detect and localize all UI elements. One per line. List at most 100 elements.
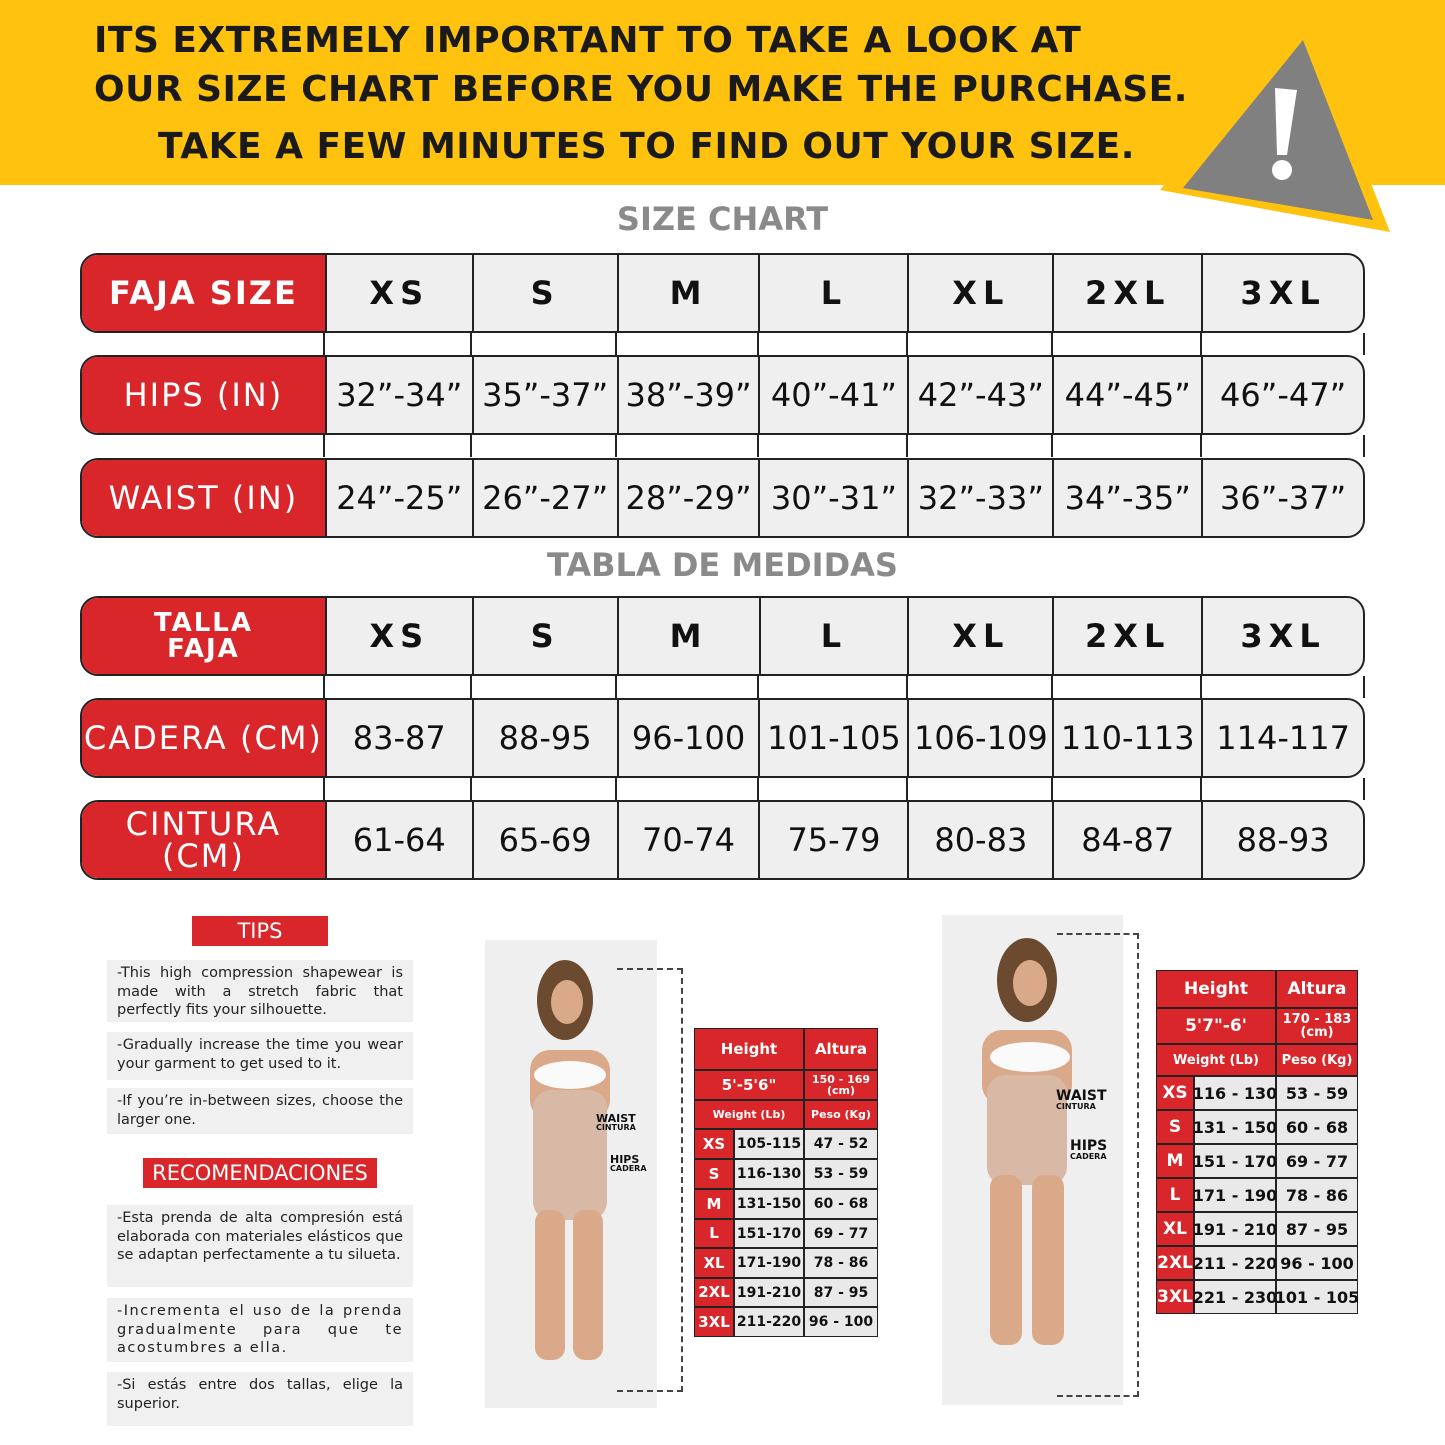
- weight-lb-cell: 191 - 210: [1193, 1212, 1277, 1246]
- size-cell: 88-95: [471, 700, 617, 776]
- header-cell: Weight (Lb): [1156, 1044, 1276, 1076]
- size-cell: 106-109: [907, 700, 1052, 776]
- size-cell: 80-83: [907, 802, 1052, 878]
- size-cell: XS: [324, 255, 472, 331]
- size-label: L: [1156, 1178, 1194, 1212]
- weight-lb-cell: 105-115: [734, 1129, 804, 1159]
- size-label: 2XL: [694, 1278, 734, 1307]
- size_chart-row: FAJA SIZE XS S M L XL 2XL 3XL: [80, 253, 1365, 333]
- weight-kg-cell: 60 - 68: [1276, 1110, 1358, 1144]
- tabla-title: TABLA DE MEDIDAS: [547, 546, 898, 584]
- size-cell: 83-87: [324, 700, 472, 776]
- weight-kg-cell: 53 - 59: [804, 1159, 878, 1189]
- header-cell: Peso (Kg): [804, 1100, 878, 1129]
- model-photo: [485, 940, 657, 1408]
- size-cell: 44”-45”: [1052, 357, 1201, 433]
- tip-item: -This high compression shapewear is made…: [107, 960, 413, 1022]
- size-label: XS: [1156, 1076, 1194, 1110]
- weight-lb-cell: 151-170: [734, 1219, 804, 1248]
- recomendaciones-heading: RECOMENDACIONES: [143, 1158, 377, 1188]
- size-cell: 110-113: [1052, 700, 1201, 776]
- tabla-row: CADERA (CM) 83-87 88-95 96-100 101-105 106-10…: [80, 698, 1365, 778]
- size-cell: 2XL: [1052, 598, 1201, 674]
- size-cell: L: [758, 598, 908, 674]
- measure-guide: [617, 968, 683, 1392]
- size-cell: 2XL: [1052, 255, 1201, 331]
- header-cell: Peso (Kg): [1276, 1044, 1358, 1076]
- weight-kg-cell: 96 - 100: [804, 1307, 878, 1337]
- size-label: 2XL: [1156, 1246, 1194, 1280]
- header-cell: Altura: [1276, 970, 1358, 1008]
- header-cell: 170 - 183 (cm): [1276, 1008, 1358, 1044]
- size-cell: XS: [324, 598, 472, 674]
- row-connector: [323, 333, 1365, 355]
- weight-kg-cell: 60 - 68: [804, 1189, 878, 1219]
- size-cell: 88-93: [1201, 802, 1363, 878]
- waist-label: WAIST CINTURA: [1056, 1088, 1107, 1112]
- header-cell: 5'-5'6": [694, 1070, 804, 1100]
- weight-lb-cell: 151 - 170: [1193, 1144, 1277, 1178]
- size-label: S: [694, 1159, 734, 1189]
- size-cell: 30”-31”: [758, 460, 907, 536]
- size-cell: 65-69: [471, 802, 617, 878]
- size-cell: 75-79: [758, 802, 907, 878]
- size-cell: 32”-33”: [907, 460, 1052, 536]
- size_chart-row: WAIST (IN) 24”-25” 26”-27” 28”-29” 30”-31” 32…: [80, 458, 1365, 538]
- size-cell: S: [471, 598, 617, 674]
- banner-line-2: OUR SIZE CHART BEFORE YOU MAKE THE PURCH…: [94, 69, 1188, 110]
- size-cell: 42”-43”: [907, 357, 1052, 433]
- model-photo: [942, 915, 1123, 1405]
- size-cell: M: [616, 255, 759, 331]
- size-cell: 34”-35”: [1052, 460, 1201, 536]
- row-label: WAIST (IN): [82, 460, 325, 536]
- weight-lb-cell: 211-220: [734, 1307, 804, 1337]
- size-cell: 70-74: [616, 802, 759, 878]
- weight-lb-cell: 116-130: [734, 1159, 804, 1189]
- weight-lb-cell: 171 - 190: [1193, 1178, 1277, 1212]
- row-connector: [323, 778, 1365, 800]
- size-label: XS: [694, 1129, 734, 1159]
- size-cell: 26”-27”: [471, 460, 617, 536]
- tabla-row: TALLA FAJA XS S M L XL 2XL 3XL: [80, 596, 1365, 676]
- size-cell: XL: [907, 598, 1052, 674]
- size-label: 3XL: [1156, 1280, 1194, 1314]
- banner-line-1: ITS EXTREMELY IMPORTANT TO TAKE A LOOK A…: [94, 20, 1082, 61]
- weight-lb-cell: 131 - 150: [1193, 1110, 1277, 1144]
- tips-heading: TIPS: [192, 916, 328, 946]
- size-cell: 3XL: [1201, 255, 1363, 331]
- recomendacion-item: -Si estás entre dos tallas, elige la sup…: [107, 1372, 413, 1426]
- size-cell: 40”-41”: [758, 357, 907, 433]
- weight-kg-cell: 87 - 95: [804, 1278, 878, 1307]
- weight-kg-cell: 101 - 105: [1275, 1280, 1359, 1314]
- size-label: XL: [1156, 1212, 1194, 1246]
- weight-lb-cell: 131-150: [734, 1189, 804, 1219]
- size-label: M: [694, 1189, 734, 1219]
- row-connector: [323, 676, 1365, 698]
- header-cell: Altura: [804, 1028, 878, 1070]
- weight-lb-cell: 211 - 220: [1193, 1246, 1277, 1280]
- tip-item: -Gradually increase the time you wear yo…: [107, 1032, 413, 1080]
- recomendacion-item: -Esta prenda de alta compresión está ela…: [107, 1205, 413, 1287]
- size-cell: XL: [907, 255, 1052, 331]
- size-cell: M: [616, 598, 759, 674]
- warning-banner: ITS EXTREMELY IMPORTANT TO TAKE A LOOK A…: [0, 0, 1445, 185]
- size-label: M: [1156, 1144, 1194, 1178]
- size-cell: 35”-37”: [471, 357, 617, 433]
- size_chart-row: HIPS (IN) 32”-34” 35”-37” 38”-39” 40”-41” 42”…: [80, 355, 1365, 435]
- size-cell: 61-64: [324, 802, 472, 878]
- weight-kg-cell: 47 - 52: [804, 1129, 878, 1159]
- size-cell: 84-87: [1052, 802, 1201, 878]
- weight-kg-cell: 69 - 77: [804, 1219, 878, 1248]
- header-cell: Height: [694, 1028, 804, 1070]
- weight-lb-cell: 191-210: [734, 1278, 804, 1307]
- tip-item: -If you’re in-between sizes, choose the …: [107, 1088, 413, 1134]
- hips-label: HIPS CADERA: [1070, 1138, 1108, 1162]
- measure-guide: [1057, 933, 1139, 1397]
- size-label: L: [694, 1219, 734, 1248]
- row-label: TALLA FAJA: [82, 598, 325, 674]
- tabla-row: CINTURA (CM) 61-64 65-69 70-74 75-79 80-83 84-…: [80, 800, 1365, 880]
- size-label: S: [1156, 1110, 1194, 1144]
- recomendacion-item: -Incrementa el uso de la prenda gradualm…: [107, 1298, 413, 1362]
- row-connector: [323, 435, 1365, 457]
- row-label: CADERA (CM): [82, 700, 325, 776]
